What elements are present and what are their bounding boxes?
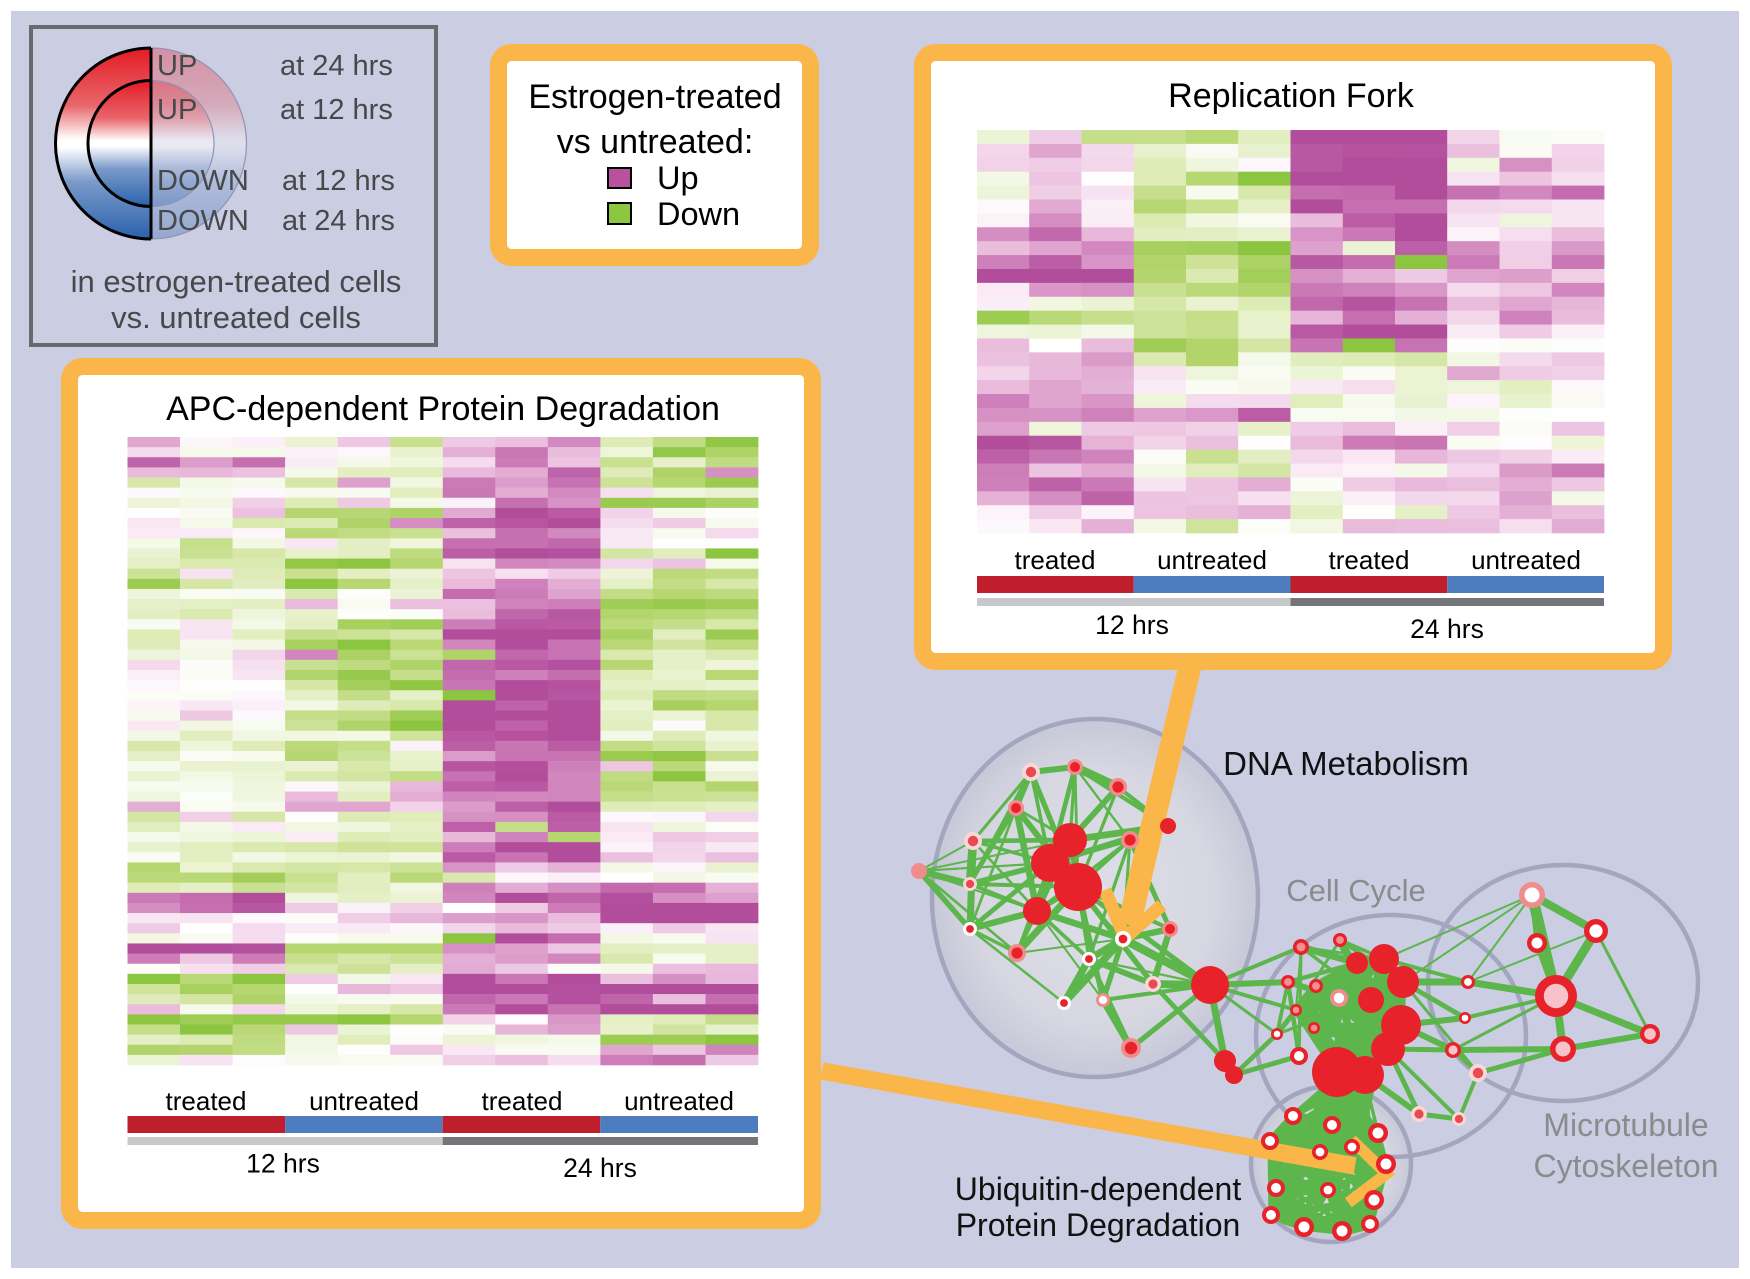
svg-text:UP: UP bbox=[157, 50, 197, 82]
svg-text:treated: treated bbox=[1015, 545, 1096, 575]
svg-text:Ubiquitin-dependent: Ubiquitin-dependent bbox=[955, 1171, 1242, 1207]
svg-text:Cell Cycle: Cell Cycle bbox=[1286, 873, 1426, 908]
svg-text:in estrogen-treated cells: in estrogen-treated cells bbox=[71, 264, 402, 299]
svg-text:treated: treated bbox=[482, 1086, 563, 1116]
svg-text:DNA Metabolism: DNA Metabolism bbox=[1223, 745, 1469, 782]
svg-text:at 12 hrs: at 12 hrs bbox=[282, 165, 395, 197]
svg-text:untreated: untreated bbox=[1471, 545, 1581, 575]
svg-text:UP: UP bbox=[157, 94, 197, 126]
svg-text:untreated: untreated bbox=[309, 1086, 419, 1116]
svg-text:at 24 hrs: at 24 hrs bbox=[280, 50, 393, 82]
svg-text:Estrogen-treated: Estrogen-treated bbox=[528, 78, 781, 116]
svg-text:vs. untreated cells: vs. untreated cells bbox=[111, 300, 361, 335]
svg-text:Up: Up bbox=[657, 160, 699, 196]
svg-text:Replication Fork: Replication Fork bbox=[1168, 77, 1415, 115]
svg-text:vs untreated:: vs untreated: bbox=[557, 123, 754, 161]
svg-text:at 24 hrs: at 24 hrs bbox=[282, 205, 395, 237]
svg-text:12 hrs: 12 hrs bbox=[246, 1149, 320, 1179]
svg-text:APC-dependent Protein Degradat: APC-dependent Protein Degradation bbox=[166, 390, 720, 428]
svg-text:Down: Down bbox=[657, 196, 740, 232]
svg-text:treated: treated bbox=[166, 1086, 247, 1116]
svg-text:DOWN: DOWN bbox=[157, 205, 249, 237]
svg-text:Microtubule: Microtubule bbox=[1543, 1107, 1708, 1143]
svg-text:untreated: untreated bbox=[624, 1086, 734, 1116]
svg-text:24 hrs: 24 hrs bbox=[563, 1153, 637, 1183]
svg-text:untreated: untreated bbox=[1157, 545, 1267, 575]
svg-text:at 12 hrs: at 12 hrs bbox=[280, 94, 393, 126]
svg-text:Protein Degradation: Protein Degradation bbox=[956, 1207, 1241, 1243]
svg-text:Cytoskeleton: Cytoskeleton bbox=[1534, 1148, 1719, 1184]
svg-text:treated: treated bbox=[1329, 545, 1410, 575]
svg-text:12 hrs: 12 hrs bbox=[1095, 610, 1169, 640]
svg-text:DOWN: DOWN bbox=[157, 165, 249, 197]
svg-text:24 hrs: 24 hrs bbox=[1410, 614, 1484, 644]
